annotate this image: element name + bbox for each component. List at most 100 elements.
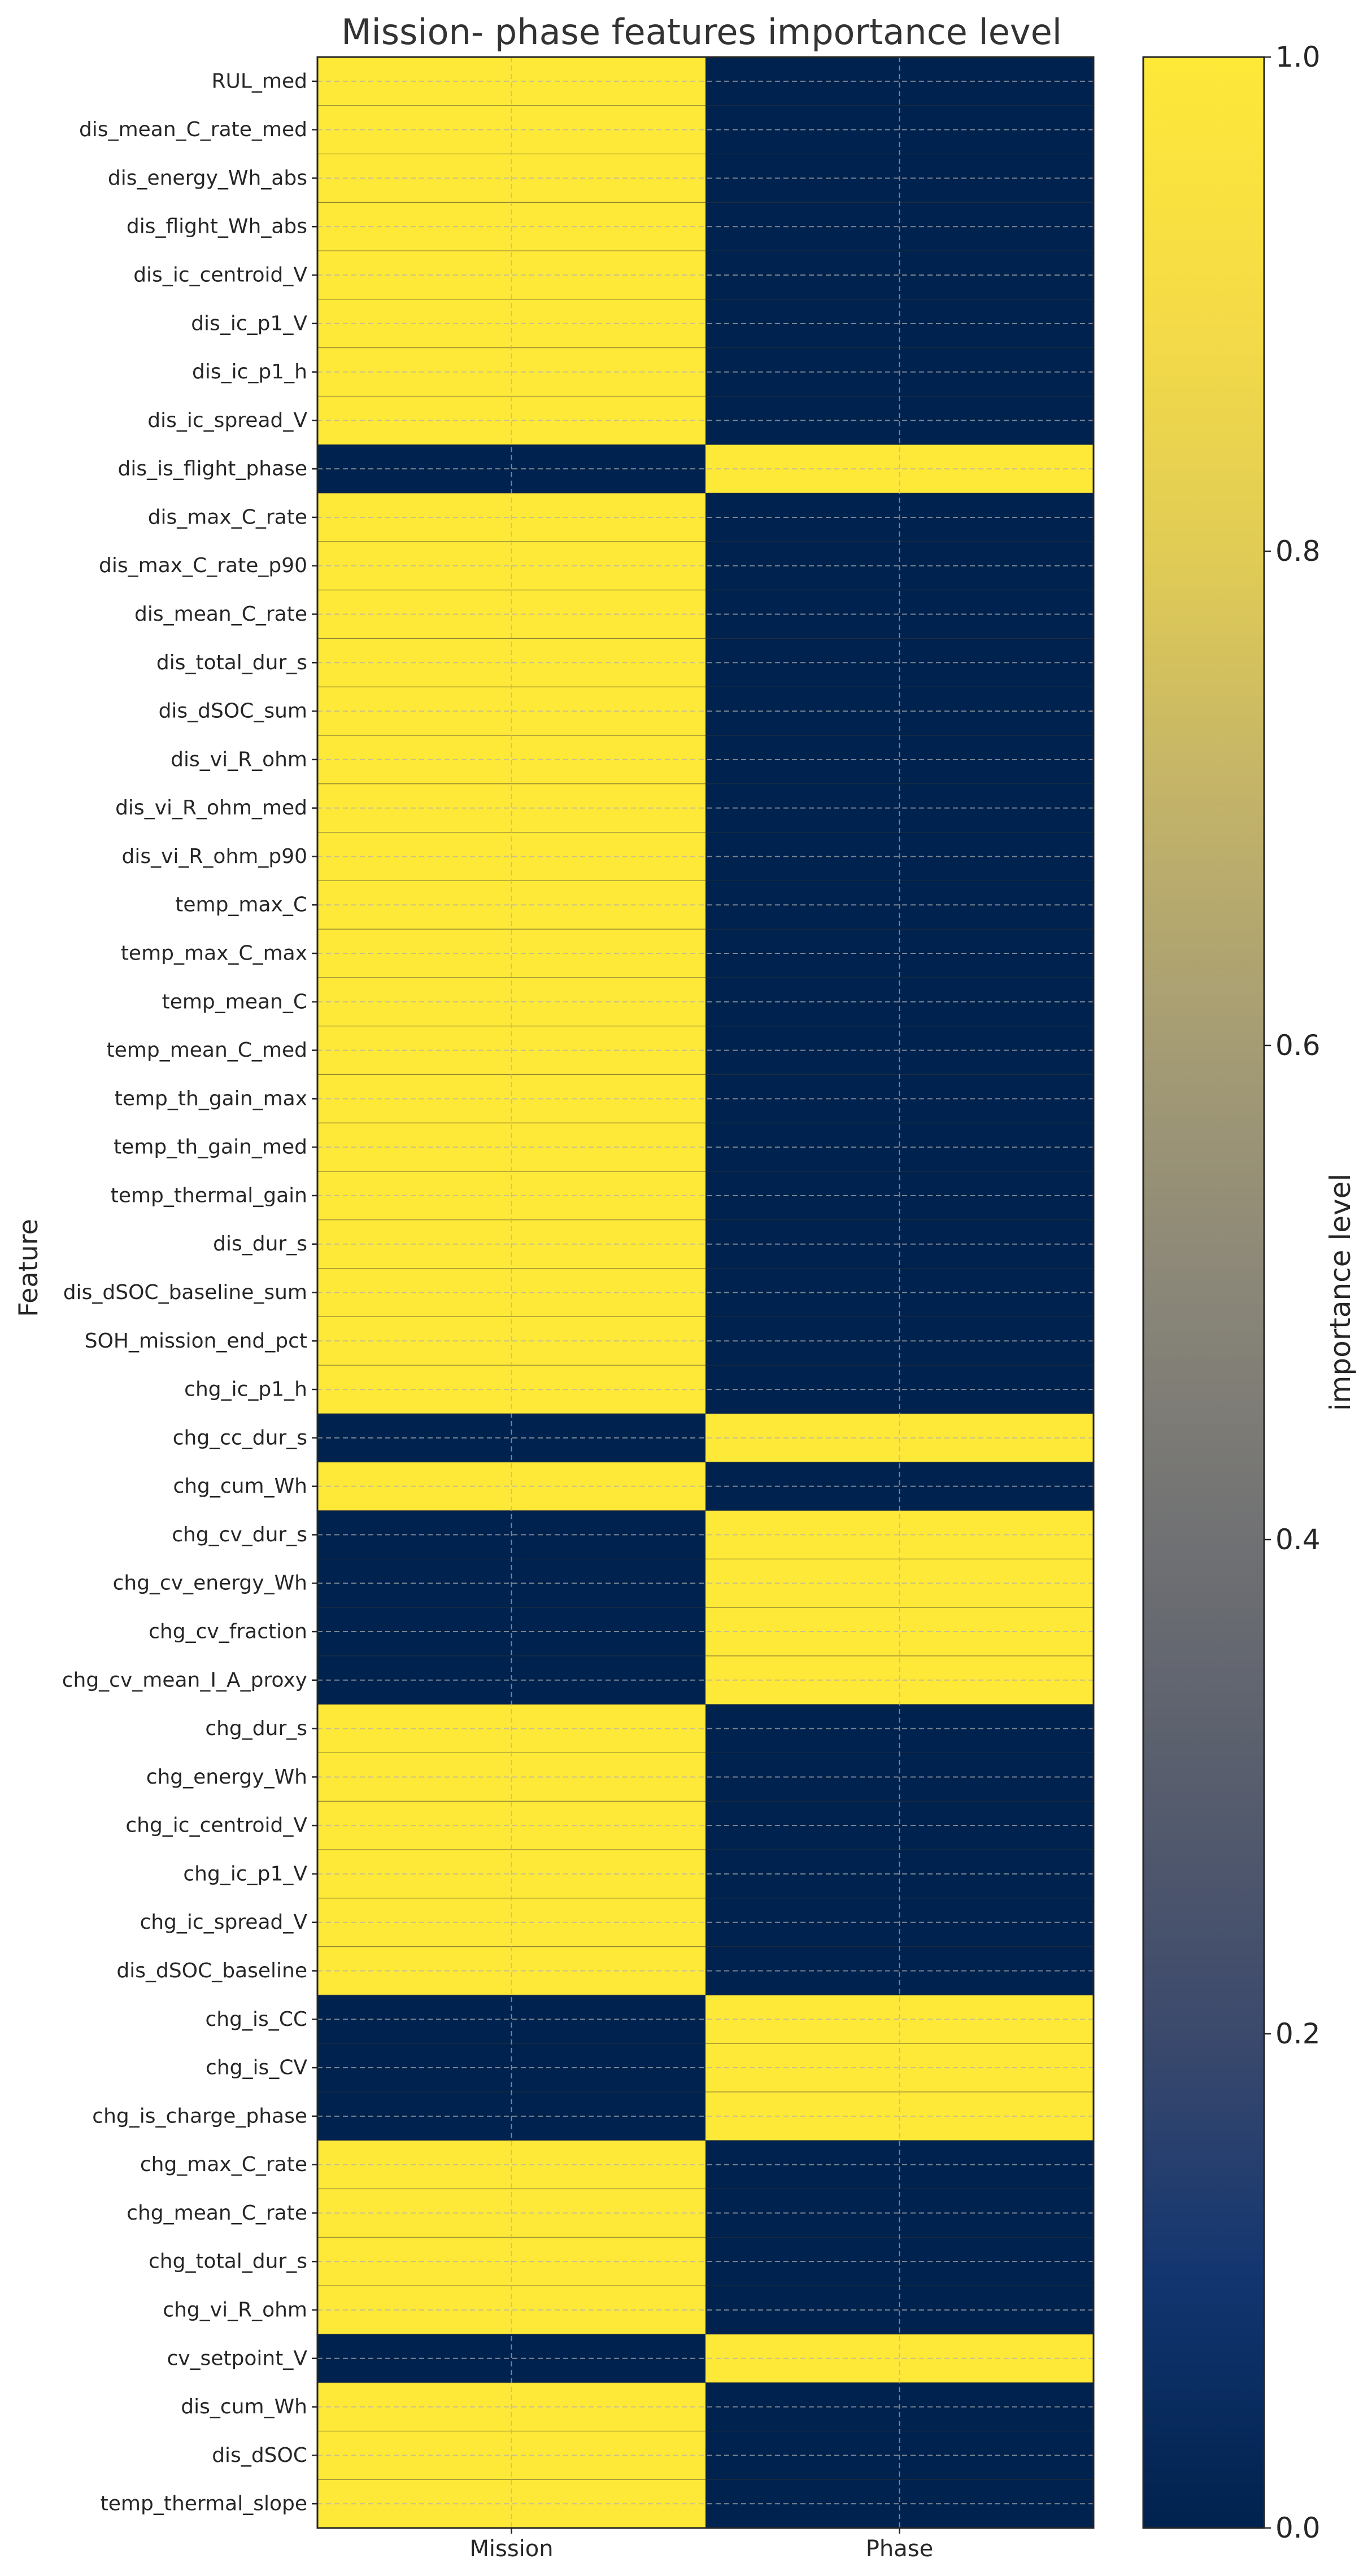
heatmap-cell — [705, 735, 1094, 784]
heatmap-cell — [317, 396, 706, 445]
heatmap-cell — [317, 2286, 706, 2335]
heatmap-cell — [705, 1801, 1094, 1850]
heatmap-cell — [705, 444, 1094, 494]
heatmap-cell — [705, 57, 1094, 106]
heatmap-cell — [317, 735, 706, 784]
row-label: temp_th_gain_med — [114, 1136, 307, 1159]
heatmap-cell — [705, 251, 1094, 300]
x-tick-labels: Mission Phase — [469, 2528, 933, 2562]
row-label: chg_vi_R_ohm — [163, 2298, 307, 2321]
row-label: dis_mean_C_rate — [134, 603, 307, 626]
row-label: dis_dSOC_baseline — [116, 1959, 307, 1982]
row-label: chg_max_C_rate — [140, 2153, 307, 2176]
heatmap-cell — [317, 1462, 706, 1511]
row-label: temp_thermal_gain — [111, 1184, 307, 1207]
colorbar-tick-label: 0.4 — [1275, 1523, 1321, 1556]
heatmap-cell — [317, 444, 706, 494]
row-label: dis_max_C_rate — [148, 505, 307, 529]
heatmap-cell — [705, 1074, 1094, 1123]
row-label: dis_ic_spread_V — [147, 409, 307, 432]
heatmap-cell — [317, 57, 706, 106]
colorbar-tick-label: 0.2 — [1275, 2017, 1321, 2050]
heatmap-cell — [705, 783, 1094, 833]
heatmap-cell — [317, 1995, 706, 2044]
row-label: dis_cum_Wh — [181, 2395, 307, 2418]
heatmap-cell — [317, 2479, 706, 2529]
row-label: temp_mean_C — [162, 990, 307, 1013]
heatmap-cell — [317, 1074, 706, 1123]
heatmap-cell — [705, 2140, 1094, 2190]
row-label: dis_vi_R_ohm_med — [115, 796, 307, 820]
heatmap-cell — [317, 2140, 706, 2190]
row-label: chg_cv_dur_s — [172, 1523, 307, 1546]
row-label: chg_ic_centroid_V — [125, 1814, 307, 1837]
row-label: dis_total_dur_s — [156, 651, 307, 674]
chart-title: Mission- phase features importance level — [341, 11, 1062, 53]
colorbar-tick-label: 1.0 — [1275, 41, 1321, 73]
row-label: chg_cv_mean_I_A_proxy — [62, 1668, 307, 1692]
row-label: chg_total_dur_s — [149, 2250, 307, 2273]
row-label: dis_flight_Wh_abs — [127, 215, 307, 238]
row-label: dis_ic_p1_V — [191, 312, 307, 335]
row-label: temp_max_C_max — [121, 942, 307, 965]
heatmap-cell — [705, 1268, 1094, 1317]
heatmap-cell — [317, 1801, 706, 1850]
y-axis-label: Feature — [13, 1219, 43, 1317]
row-label: temp_mean_C_med — [107, 1039, 307, 1062]
colorbar-ticks: 0.0 0.2 0.4 0.6 0.8 1.0 — [1264, 41, 1321, 2544]
heatmap-cell — [317, 1123, 706, 1172]
colorbar-tick-label: 0.6 — [1275, 1029, 1321, 1062]
row-label: chg_dur_s — [205, 1717, 307, 1740]
row-label: chg_is_CC — [206, 2008, 308, 2031]
heatmap-cell — [705, 1995, 1094, 2044]
row-label: dis_energy_Wh_abs — [108, 167, 307, 190]
heatmap-cell — [705, 2479, 1094, 2529]
y-tick-labels: RUL_med dis_mean_C_rate_med dis_energy_Wh_… — [62, 69, 317, 2516]
colorbar-tick-label: 0.0 — [1275, 2512, 1321, 2544]
column-label: Phase — [866, 2536, 933, 2562]
row-label: chg_cv_fraction — [149, 1620, 307, 1643]
row-label: temp_max_C — [175, 893, 307, 917]
row-label: dis_max_C_rate_p90 — [99, 554, 307, 577]
heatmap-cell — [317, 1946, 706, 1995]
colorbar-tick-label: 0.8 — [1275, 535, 1321, 568]
colorbar — [1142, 56, 1265, 2529]
row-label: dis_mean_C_rate_med — [79, 118, 307, 141]
heatmap-cell — [317, 783, 706, 833]
row-label: temp_thermal_slope — [101, 2492, 307, 2516]
row-label: dis_vi_R_ohm_p90 — [122, 845, 308, 868]
heatmap-cell — [317, 251, 706, 300]
row-label: dis_dSOC — [212, 2444, 307, 2467]
heatmap-cell — [705, 2286, 1094, 2335]
heatmap-gridlines — [317, 57, 1094, 2528]
heatmap-cell — [705, 1607, 1094, 1657]
colorbar-label: importance level — [1324, 1174, 1357, 1411]
heatmap-cell — [317, 590, 706, 639]
row-label: dis_ic_centroid_V — [133, 264, 307, 287]
row-label: chg_cv_energy_Wh — [113, 1572, 307, 1595]
row-label: SOH_mission_end_pct — [85, 1330, 307, 1353]
row-label: chg_is_CV — [206, 2056, 307, 2080]
row-label: chg_ic_p1_V — [183, 1862, 307, 1885]
row-label: chg_cum_Wh — [173, 1475, 307, 1498]
heatmap-cell — [705, 1123, 1094, 1172]
row-label: dis_ic_p1_h — [192, 360, 307, 383]
heatmap-cell — [705, 1462, 1094, 1511]
row-label: cv_setpoint_V — [167, 2347, 307, 2370]
heatmap-cell — [705, 1946, 1094, 1995]
row-label: chg_is_charge_phase — [92, 2104, 307, 2128]
heatmap-cell — [317, 929, 706, 978]
heatmap-cell — [705, 2334, 1094, 2383]
row-label: dis_dur_s — [213, 1232, 307, 1256]
row-label: chg_cc_dur_s — [173, 1426, 307, 1449]
heatmap-cell — [317, 1268, 706, 1317]
heatmap-cell — [317, 2334, 706, 2383]
column-label: Mission — [469, 2536, 553, 2562]
row-label: chg_mean_C_rate — [127, 2202, 307, 2225]
row-label: RUL_med — [212, 69, 308, 93]
row-label: dis_dSOC_sum — [159, 700, 307, 723]
row-label: chg_energy_Wh — [146, 1766, 307, 1789]
heatmap-cells — [317, 57, 1094, 2529]
row-label: dis_vi_R_ohm — [171, 748, 307, 771]
